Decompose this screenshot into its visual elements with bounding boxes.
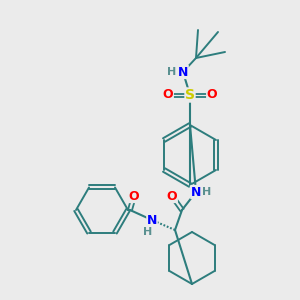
Text: H: H bbox=[202, 187, 211, 197]
Text: O: O bbox=[129, 190, 139, 202]
Text: H: H bbox=[167, 67, 177, 77]
Text: O: O bbox=[207, 88, 217, 101]
Text: N: N bbox=[191, 185, 201, 199]
Text: N: N bbox=[178, 65, 188, 79]
Text: H: H bbox=[143, 227, 153, 237]
Text: O: O bbox=[163, 88, 173, 101]
Text: O: O bbox=[167, 190, 177, 202]
Text: N: N bbox=[147, 214, 157, 226]
Text: S: S bbox=[185, 88, 195, 102]
